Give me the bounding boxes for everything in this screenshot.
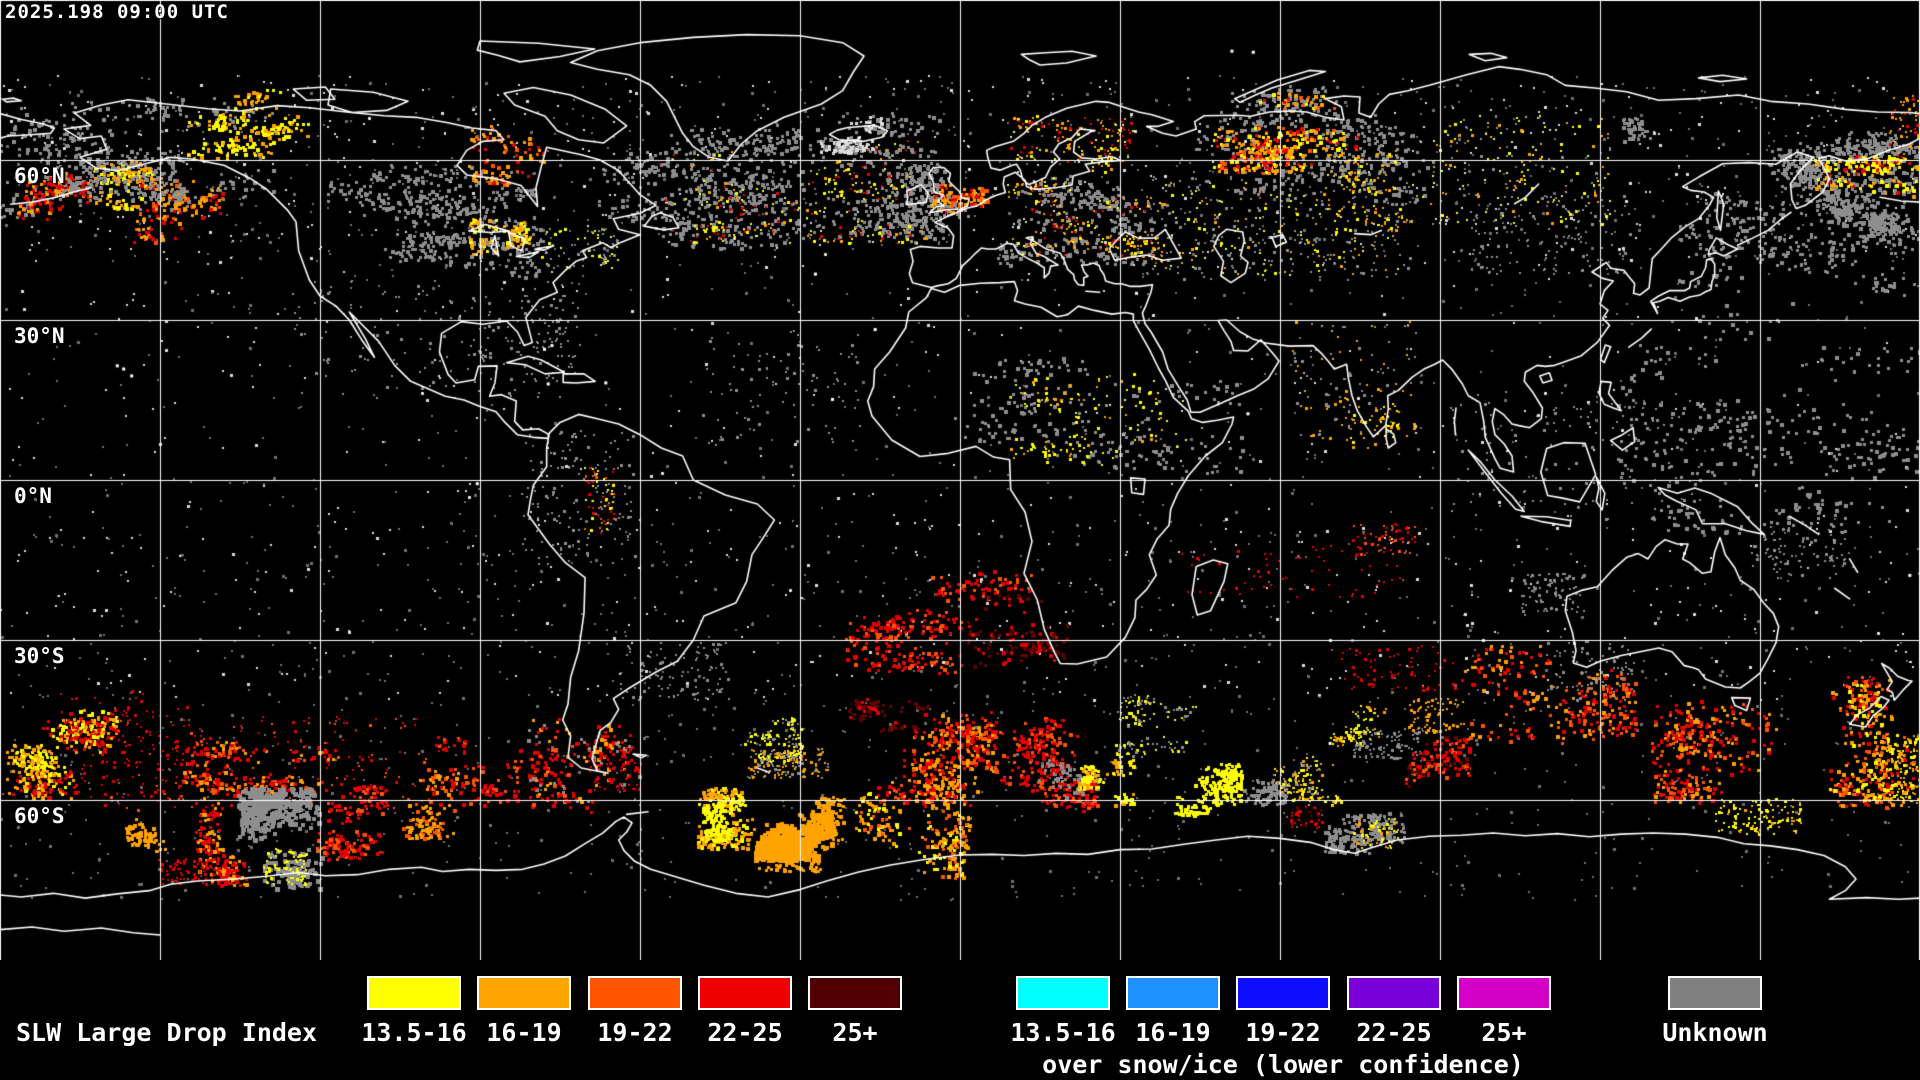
legend-range-label-slw-19-22: 19-22 (597, 1018, 673, 1047)
legend-range-label-slw-16-19: 16-19 (486, 1018, 562, 1047)
legend-range-label-snowice-25+: 25+ (1481, 1018, 1527, 1047)
legend-range-label-snowice-16-19: 16-19 (1135, 1018, 1211, 1047)
world-map-canvas (0, 0, 1920, 960)
legend-swatch-snowice-13.5-16 (1016, 976, 1110, 1010)
legend-range-label-snowice-22-25: 22-25 (1356, 1018, 1432, 1047)
legend-range-label-slw-22-25: 22-25 (707, 1018, 783, 1047)
lat-label-0n: 0°N (14, 484, 52, 508)
legend-bar: SLW Large Drop Index 13.5-16 16-19 19-22 22… (0, 960, 1920, 1080)
legend-swatch-unknown (1668, 976, 1762, 1010)
legend-swatch-slw-22-25 (698, 976, 792, 1010)
legend-title: SLW Large Drop Index (16, 1018, 318, 1047)
legend-swatch-slw-13.5-16 (367, 976, 461, 1010)
lat-label-60s: 60°S (14, 804, 65, 828)
legend-swatch-snowice-19-22 (1236, 976, 1330, 1010)
timestamp-label: 2025.198 09:00 UTC (5, 1, 229, 23)
legend-range-label-slw-25+: 25+ (832, 1018, 878, 1047)
legend-swatch-slw-16-19 (477, 976, 571, 1010)
legend-range-label-slw-13.5-16: 13.5-16 (361, 1018, 467, 1047)
legend-snow-ice-caption: over snow/ice (lower confidence) (1042, 1050, 1524, 1079)
legend-swatch-snowice-16-19 (1126, 976, 1220, 1010)
legend-swatch-snowice-22-25 (1347, 976, 1441, 1010)
lat-label-30n: 30°N (14, 324, 65, 348)
legend-range-label-snowice-19-22: 19-22 (1245, 1018, 1321, 1047)
legend-unknown-label: Unknown (1662, 1018, 1768, 1047)
legend-swatch-slw-25+ (808, 976, 902, 1010)
lat-label-30s: 30°S (14, 644, 65, 668)
legend-swatch-snowice-25+ (1457, 976, 1551, 1010)
legend-range-label-snowice-13.5-16: 13.5-16 (1010, 1018, 1116, 1047)
lat-label-60n: 60°N (14, 164, 65, 188)
legend-swatch-slw-19-22 (588, 976, 682, 1010)
